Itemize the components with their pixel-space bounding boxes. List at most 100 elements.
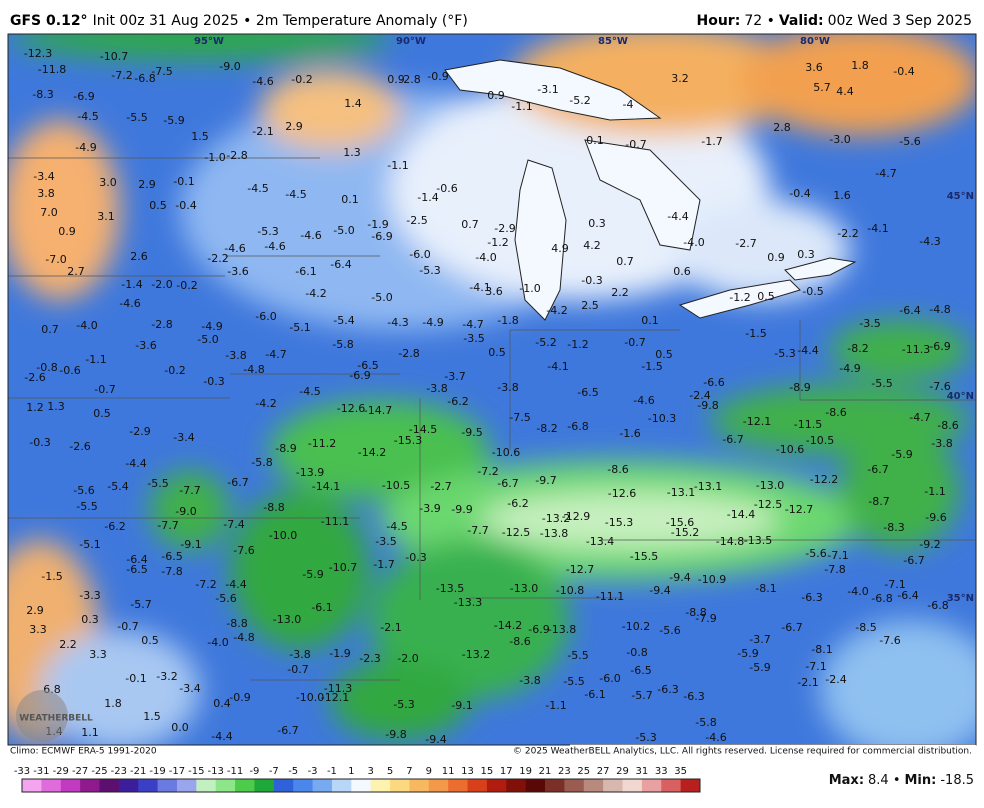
anomaly-label: -7.7 bbox=[179, 484, 200, 497]
anomaly-label: -4.0 bbox=[76, 319, 97, 332]
climo: Climo: ECMWF ERA-5 1991-2020 bbox=[10, 747, 157, 757]
anomaly-label: -2.4 bbox=[689, 389, 710, 402]
anomaly-label: -11.1 bbox=[596, 590, 624, 603]
anomaly-label: -1.6 bbox=[619, 427, 640, 440]
anomaly-label: 3.6 bbox=[805, 61, 823, 74]
anomaly-label: 0.5 bbox=[488, 346, 506, 359]
anomaly-label: -4.2 bbox=[255, 397, 276, 410]
colorbar-swatch bbox=[583, 779, 604, 792]
anomaly-label: -6.5 bbox=[577, 386, 598, 399]
colorbar-swatch bbox=[176, 779, 197, 792]
colorbar-tick-label: -25 bbox=[91, 766, 107, 777]
colorbar-swatch bbox=[467, 779, 488, 792]
colorbar-tick-label: 9 bbox=[426, 766, 432, 777]
anomaly-label: -9.1 bbox=[180, 538, 201, 551]
anomaly-label: -3.5 bbox=[463, 332, 484, 345]
anomaly-label: -1.2 bbox=[729, 291, 750, 304]
anomaly-label: -1.2 bbox=[487, 236, 508, 249]
anomaly-label: -0.3 bbox=[29, 436, 50, 449]
anomaly-label: -12.5 bbox=[502, 526, 530, 539]
anomaly-label: 0.5 bbox=[757, 290, 775, 303]
anomaly-label: -4.1 bbox=[547, 360, 568, 373]
anomaly-label: -7.1 bbox=[827, 549, 848, 562]
colorbar-swatch bbox=[22, 779, 42, 792]
anomaly-label: 2.8 bbox=[773, 121, 791, 134]
anomaly-label: -13.9 bbox=[296, 466, 324, 479]
colorbar-swatch bbox=[60, 779, 81, 792]
anomaly-label: 0.0 bbox=[171, 721, 189, 734]
anomaly-label: -15.2 bbox=[671, 526, 699, 539]
anomaly-label: -6.8 bbox=[567, 420, 588, 433]
anomaly-label: 4.2 bbox=[583, 239, 601, 252]
colorbar-tick-label: 23 bbox=[558, 766, 571, 777]
anomaly-label: -1.5 bbox=[745, 327, 766, 340]
anomaly-label: 2.2 bbox=[611, 286, 629, 299]
anomaly-label: -4.5 bbox=[386, 520, 407, 533]
anomaly-label: -5.8 bbox=[695, 716, 716, 729]
colorbar-swatch bbox=[351, 779, 372, 792]
anomaly-label: -15.3 bbox=[605, 516, 633, 529]
anomaly-label: -8.1 bbox=[811, 643, 832, 656]
anomaly-label: -0.7 bbox=[625, 138, 646, 151]
anomaly-label: -8.6 bbox=[825, 406, 846, 419]
anomaly-label: -6.9 bbox=[929, 340, 950, 353]
anomaly-label: -1.1 bbox=[924, 485, 945, 498]
anomaly-label: -10.5 bbox=[806, 434, 834, 447]
anomaly-label: -2.9 bbox=[494, 222, 515, 235]
anomaly-label: -9.4 bbox=[425, 733, 446, 746]
anomaly-label: -7.2 bbox=[111, 69, 132, 82]
anomaly-label: -6.7 bbox=[277, 724, 298, 737]
anomaly-label: -0.2 bbox=[176, 279, 197, 292]
anomaly-label: 2.5 bbox=[581, 299, 599, 312]
colorbar-tick-label: 29 bbox=[616, 766, 629, 777]
anomaly-label: -1.9 bbox=[367, 218, 388, 231]
anomaly-label: -8.6 bbox=[509, 635, 530, 648]
anomaly-label: -2.1 bbox=[797, 676, 818, 689]
anomaly-label: 1.2 bbox=[26, 401, 44, 414]
anomaly-label: -6.4 bbox=[897, 589, 918, 602]
colorbar-tick-label: 35 bbox=[674, 766, 687, 777]
anomaly-label: -6.3 bbox=[683, 690, 704, 703]
anomaly-label: -10.2 bbox=[622, 620, 650, 633]
anomaly-label: -4.0 bbox=[475, 251, 496, 264]
anomaly-label: -5.9 bbox=[737, 647, 758, 660]
anomaly-label: -12.7 bbox=[785, 503, 813, 516]
colorbar-tick-label: 15 bbox=[481, 766, 494, 777]
anomaly-label: -4.8 bbox=[243, 363, 264, 376]
colorbar-tick-label: -5 bbox=[288, 766, 298, 777]
anomaly-label: -7.6 bbox=[233, 544, 254, 557]
logo-text: WEATHERBELL bbox=[19, 714, 93, 724]
anomaly-label: -4.6 bbox=[633, 394, 654, 407]
anomaly-label: -7.0 bbox=[45, 253, 66, 266]
anomaly-label: -4.6 bbox=[264, 240, 285, 253]
anomaly-label: -4.6 bbox=[252, 75, 273, 88]
anomaly-label: -1.0 bbox=[519, 282, 540, 295]
anomaly-label: -5.9 bbox=[302, 568, 323, 581]
anomaly-label: 0.3 bbox=[81, 613, 99, 626]
colorbar-swatch bbox=[564, 779, 585, 792]
anomaly-label: -11.8 bbox=[38, 63, 66, 76]
anomaly-label: 3.3 bbox=[29, 623, 47, 636]
anomaly-label: -8.8 bbox=[685, 606, 706, 619]
anomaly-label: -5.5 bbox=[126, 111, 147, 124]
anomaly-label: -7.5 bbox=[509, 411, 530, 424]
anomaly-label: -7.5 bbox=[151, 65, 172, 78]
anomaly-label: -13.8 bbox=[540, 527, 568, 540]
anomaly-label: -5.8 bbox=[251, 456, 272, 469]
anomaly-label: 0.4 bbox=[213, 697, 231, 710]
anomaly-label: -4.5 bbox=[285, 188, 306, 201]
anomaly-label: -0.2 bbox=[164, 364, 185, 377]
anomaly-label: -1.5 bbox=[641, 360, 662, 373]
anomaly-label: -0.1 bbox=[173, 175, 194, 188]
colorbar-swatch bbox=[680, 779, 701, 792]
anomaly-label: 2.6 bbox=[130, 250, 148, 263]
anomaly-label: -2.8 bbox=[151, 318, 172, 331]
colorbar-tick-label: 31 bbox=[636, 766, 649, 777]
colorbar-swatch bbox=[545, 779, 565, 792]
description: Init 00z 31 Aug 2025 • 2m Temperature An… bbox=[93, 13, 468, 29]
colorbar-swatch bbox=[138, 779, 159, 792]
anomaly-label: -1.9 bbox=[329, 647, 350, 660]
anomaly-label: -6.7 bbox=[903, 554, 924, 567]
anomaly-label: -13.4 bbox=[586, 535, 614, 548]
